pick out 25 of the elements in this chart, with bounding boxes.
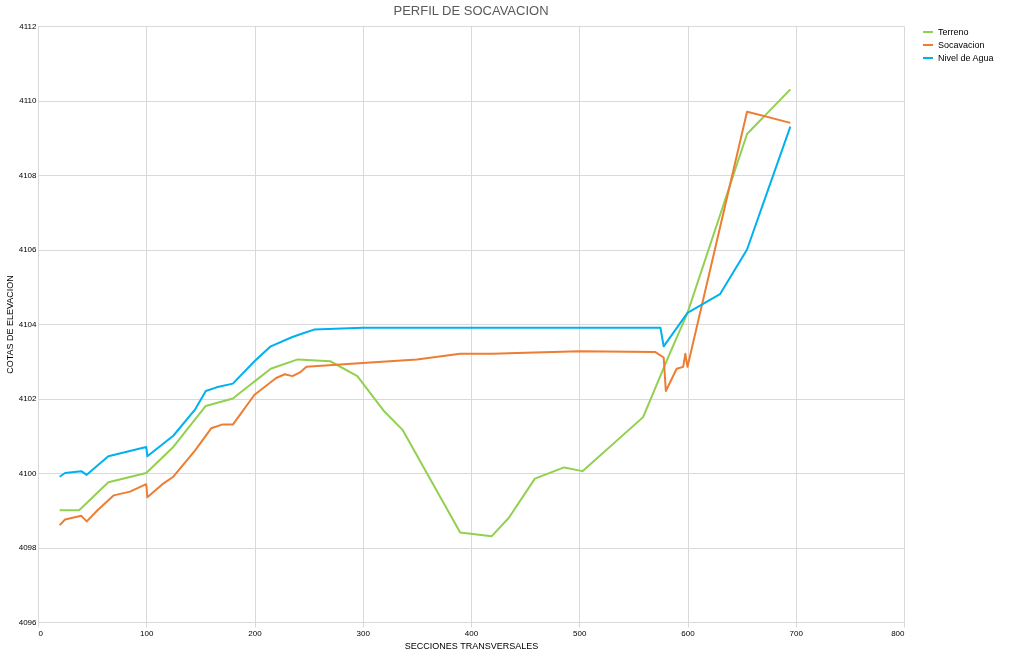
y-tick-label: 4102 [18,394,38,403]
y-axis-title: COTAS DE ELEVACION [4,275,15,374]
y-tick-label: 4098 [18,543,38,552]
y-tick-label: 4100 [18,468,38,478]
x-tick-label: 100 [140,628,154,638]
y-tick-label: 4106 [18,245,38,254]
x-tick-label: 0 [38,628,44,638]
x-tick-label: 200 [248,628,263,638]
legend-label: Terreno [938,27,969,37]
legend-label: Socavacion [938,40,985,50]
x-tick-label: 500 [573,628,587,638]
y-tick-label: 4096 [18,617,38,627]
chart-title: PERFIL DE SOCAVACION [393,3,549,18]
y-tick-label: 4110 [19,96,38,105]
x-tick-label: 600 [681,628,696,638]
x-tick-label: 400 [464,628,479,638]
x-tick-label: 800 [891,628,906,638]
line-series [58,125,792,478]
y-tick-label: 4108 [18,170,38,180]
y-tick-label: 4104 [18,319,38,329]
legend-label: Nivel de Agua [938,53,994,63]
x-tick-label: 700 [789,628,804,638]
y-tick-label: 4112 [19,21,38,31]
x-axis-title: SECCIONES TRANSVERSALES [404,640,539,651]
x-tick-label: 300 [356,628,371,638]
